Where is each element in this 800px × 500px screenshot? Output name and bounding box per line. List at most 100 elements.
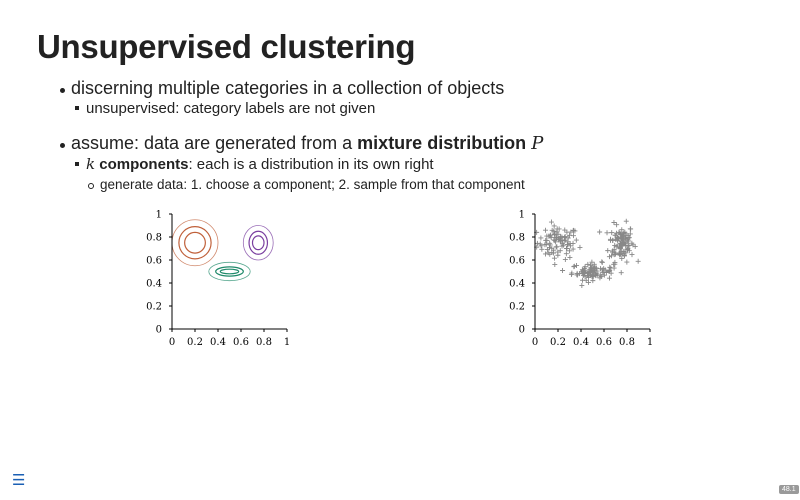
slide-title: Unsupervised clustering	[37, 28, 416, 65]
x-tick-label: 0	[532, 337, 538, 348]
x-tick-label: 0.2	[187, 337, 203, 348]
y-tick-label: 0.4	[146, 279, 162, 290]
menu-icon[interactable]: ☰	[12, 472, 26, 489]
scatter-point	[611, 220, 617, 226]
contour-ring	[242, 225, 274, 261]
scatter-point	[570, 246, 576, 252]
scatter-point	[551, 223, 557, 229]
scatter-point	[569, 270, 575, 276]
scatter-point	[543, 237, 549, 243]
scatter-point	[598, 274, 604, 280]
scatter-point	[551, 237, 557, 243]
scatter-point	[614, 236, 620, 242]
scatter-point	[593, 265, 599, 271]
scatter-point	[606, 275, 612, 281]
scatter-point	[635, 258, 641, 264]
slide-number: 48.1	[779, 485, 799, 494]
scatter-point	[538, 235, 544, 241]
scatter-point	[588, 268, 594, 274]
scatter-point	[547, 233, 553, 239]
scatter-point	[609, 253, 615, 259]
scatter-point	[567, 248, 573, 254]
contour-ring	[178, 226, 212, 260]
scatter-point	[617, 251, 623, 257]
scatter-point	[543, 241, 549, 247]
scatter-point	[554, 244, 560, 250]
bullet-text: : each is a distribution in its own righ…	[188, 156, 434, 173]
x-tick-label: 0.8	[619, 337, 635, 348]
scatter-point	[619, 227, 625, 233]
scatter-point	[554, 235, 560, 241]
scatter-point	[573, 237, 579, 243]
scatter-point	[604, 230, 610, 236]
scatter-point	[534, 240, 540, 246]
scatter-point	[589, 259, 595, 265]
scatter-point	[537, 241, 543, 247]
bullet-marker	[60, 143, 65, 148]
math-symbol: P	[531, 133, 544, 154]
contour-chart: 0 0.2 0.4 0.6 0.8 1 0 0.2 0.4 0.6 0.8 1	[146, 210, 290, 349]
scatter-point	[551, 250, 557, 256]
scatter-point	[617, 252, 623, 258]
scatter-point	[562, 227, 568, 233]
x-tick-label: 0.2	[550, 337, 566, 348]
scatter-point	[605, 248, 611, 254]
scatter-point	[567, 254, 573, 260]
scatter-point	[614, 222, 620, 228]
scatter-point	[617, 244, 623, 250]
scatter-point	[558, 234, 564, 240]
bullet-bold-term: mixture distribution	[357, 133, 527, 153]
math-symbol: k	[86, 155, 96, 173]
scatter-point	[607, 236, 613, 242]
scatter-point	[612, 242, 618, 248]
scatter-point	[571, 227, 577, 233]
scatter-point	[615, 234, 621, 240]
y-tick-label: 0	[519, 325, 525, 336]
scatter-point	[560, 242, 566, 248]
scatter-point	[632, 243, 638, 249]
scatter-point	[599, 259, 605, 265]
scatter-chart: 0 0.2 0.4 0.6 0.8 1 0 0.2 0.4 0.6 0.8 1	[509, 210, 653, 349]
scatter-point	[563, 245, 569, 251]
scatter-point	[574, 270, 580, 276]
scatter-point	[597, 229, 603, 235]
scatter-point	[549, 227, 555, 233]
scatter-point	[585, 261, 591, 267]
bullet-assume-mixture: assume: data are generated from a mixtur…	[71, 133, 543, 154]
scatter-point	[564, 229, 570, 235]
scatter-point	[585, 273, 591, 279]
contour-ring	[208, 261, 251, 282]
scatter-point	[623, 218, 629, 224]
x-tick-label: 1	[647, 337, 653, 348]
bullet-marker	[75, 106, 79, 110]
x-tick-label: 0	[169, 337, 175, 348]
scatter-point	[554, 226, 560, 232]
scatter-point	[563, 251, 569, 257]
scatter-point	[557, 248, 563, 254]
scatter-point	[618, 270, 624, 276]
scatter-point	[567, 243, 573, 249]
bullet-text: assume: data are generated from a	[71, 133, 358, 153]
scatter-point	[546, 245, 552, 251]
scatter-point	[590, 274, 596, 280]
scatter-point	[547, 240, 553, 246]
y-tick-label: 1	[156, 210, 162, 221]
scatter-point	[548, 232, 554, 238]
scatter-point	[548, 234, 554, 240]
scatter-point	[565, 239, 571, 245]
scatter-point	[552, 238, 558, 244]
contour-ring	[219, 268, 240, 275]
bullet-bold-term: components	[99, 156, 189, 173]
scatter-point	[610, 237, 616, 243]
scatter-point	[545, 250, 551, 256]
bullet-k-components: k components: each is a distribution in …	[86, 155, 434, 173]
y-tick-label: 0.2	[146, 302, 162, 313]
scatter-point	[562, 233, 568, 239]
scatter-point	[580, 277, 586, 283]
contour-ring	[184, 231, 206, 254]
scatter-point	[599, 259, 605, 265]
contour-ring	[215, 266, 244, 277]
scatter-point	[591, 261, 597, 267]
y-tick-label: 0	[156, 325, 162, 336]
scatter-point	[590, 278, 596, 284]
